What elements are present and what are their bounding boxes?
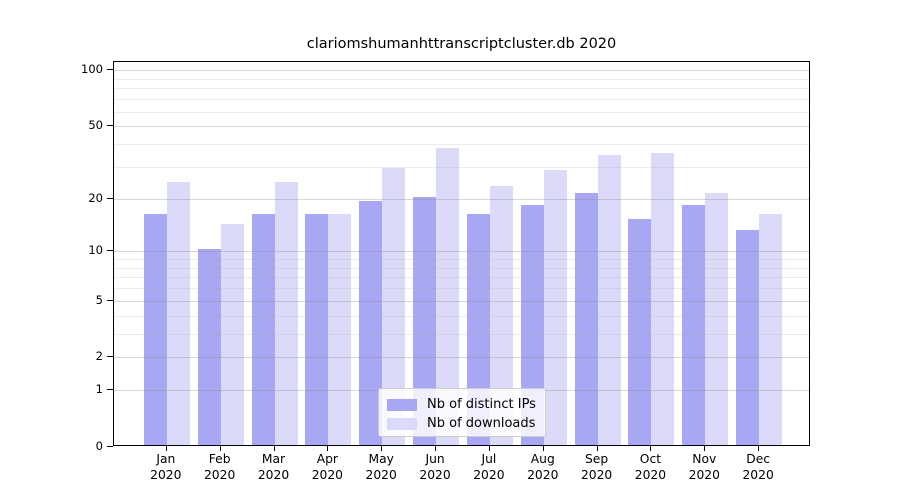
bar-distinct-ips — [520, 204, 544, 445]
x-tick-mark — [542, 446, 544, 451]
x-tick-label-year: 2020 — [203, 468, 236, 482]
x-tick-label-month: Nov — [692, 452, 717, 466]
x-tick-label-month: Jul — [481, 452, 497, 466]
bar-distinct-ips — [251, 213, 275, 445]
x-tick-label-year: 2020 — [311, 468, 343, 482]
x-tick-mark — [704, 446, 706, 451]
x-tick-label-year: 2020 — [580, 468, 613, 482]
x-tick-mark — [650, 446, 652, 451]
y-tick-label: 0 — [95, 439, 103, 453]
x-tick-label-year: 2020 — [365, 468, 397, 482]
bar-distinct-ips — [143, 213, 167, 445]
bar-distinct-ips — [466, 213, 490, 445]
bar-downloads — [705, 192, 729, 445]
x-tick-label-month: Jan — [156, 452, 176, 466]
x-tick-label-month: Jun — [425, 452, 445, 466]
bar-distinct-ips — [574, 192, 598, 445]
x-tick-label-month: Sep — [585, 452, 609, 466]
y-tick-mark — [107, 446, 113, 447]
legend-swatch-distinct-ips — [387, 398, 417, 411]
x-tick-mark — [219, 446, 221, 451]
y-tick-label: 5 — [95, 292, 103, 307]
y-tick-label: 100 — [81, 62, 103, 77]
x-tick-mark — [488, 446, 490, 451]
bar-downloads — [543, 170, 567, 445]
bar-downloads — [328, 213, 352, 445]
x-tick-label-year: 2020 — [527, 468, 559, 482]
legend-label-distinct-ips: Nb of distinct IPs — [427, 396, 536, 412]
y-tick-mark — [107, 389, 113, 391]
y-tick-label: 10 — [88, 243, 103, 258]
x-tick-label-year: 2020 — [634, 468, 667, 482]
bar-downloads — [274, 182, 298, 445]
x-tick-label-month: Aug — [530, 452, 555, 466]
y-tick-label: 1 — [95, 382, 103, 397]
bar-distinct-ips — [359, 200, 383, 445]
x-tick-mark — [435, 446, 437, 451]
x-tick-label-month: Feb — [208, 452, 231, 466]
x-tick-label-month: Apr — [316, 452, 338, 466]
bar-downloads — [651, 152, 675, 445]
x-tick-label-month: Mar — [261, 452, 286, 466]
bar-distinct-ips — [413, 196, 437, 445]
x-tick-mark — [596, 446, 598, 451]
y-tick-label: 2 — [95, 349, 103, 364]
bar-distinct-ips — [197, 249, 221, 445]
bar-downloads — [759, 213, 783, 445]
y-tick-mark — [107, 356, 113, 358]
legend-row-distinct-ips: Nb of distinct IPs — [387, 396, 545, 413]
y-tick-mark — [107, 197, 113, 199]
y-tick-label: 20 — [88, 190, 103, 205]
x-tick-mark — [381, 446, 383, 451]
bar-distinct-ips — [682, 204, 706, 445]
x-tick-label-year: 2020 — [688, 468, 720, 482]
bars-layer — [114, 62, 809, 445]
x-tick-label-year: 2020 — [742, 468, 774, 482]
y-tick-mark — [107, 125, 113, 127]
bar-distinct-ips — [628, 218, 652, 445]
x-tick-label-month: Dec — [746, 452, 771, 466]
legend-row-downloads: Nb of downloads — [387, 415, 545, 432]
x-tick-label-year: 2020 — [257, 468, 290, 482]
chart-title: clariomshumanhttranscriptcluster.db 2020 — [306, 36, 617, 52]
x-tick-mark — [165, 446, 167, 451]
x-tick-mark — [758, 446, 760, 451]
legend: Nb of distinct IPs Nb of downloads — [378, 388, 546, 437]
x-tick-label-month: May — [368, 452, 394, 466]
x-tick-label-year: 2020 — [473, 468, 505, 482]
x-tick-label-month: Oct — [639, 452, 662, 466]
bar-downloads — [597, 154, 621, 445]
x-tick-label-year: 2020 — [150, 468, 182, 482]
bar-distinct-ips — [736, 229, 760, 445]
plot-area — [113, 61, 810, 446]
bar-downloads — [166, 182, 190, 445]
y-tick-mark — [107, 299, 113, 301]
bar-downloads — [382, 167, 406, 445]
bar-distinct-ips — [305, 213, 329, 445]
bar-downloads — [436, 148, 460, 445]
y-tick-mark — [107, 250, 113, 252]
legend-swatch-downloads — [387, 417, 417, 430]
legend-label-downloads: Nb of downloads — [427, 415, 536, 431]
y-tick-label: 50 — [88, 118, 103, 133]
x-tick-label-year: 2020 — [419, 468, 451, 482]
bar-downloads — [220, 224, 244, 445]
x-tick-mark — [327, 446, 329, 451]
y-tick-mark — [107, 69, 113, 71]
x-tick-mark — [273, 446, 275, 451]
bar-downloads — [489, 185, 513, 445]
